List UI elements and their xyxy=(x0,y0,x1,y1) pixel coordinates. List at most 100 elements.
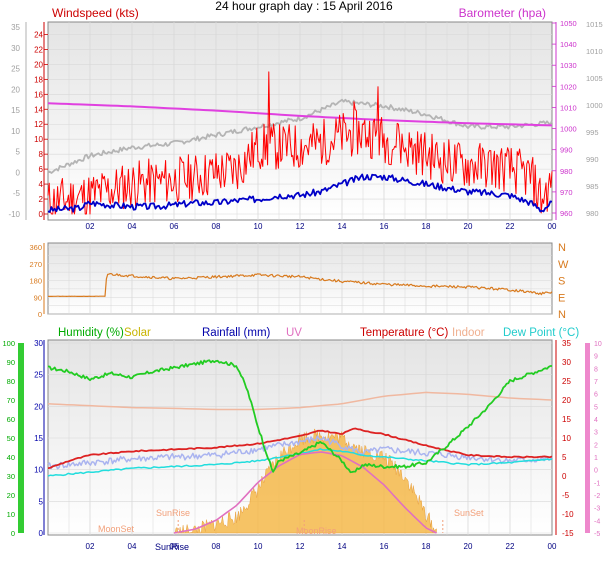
barometer-tick: 1020 xyxy=(560,82,577,91)
uv-tick: -3 xyxy=(594,506,600,513)
indoor-line xyxy=(47,391,553,411)
uv-tick: 4 xyxy=(594,417,598,424)
temp-x-tick: 10 xyxy=(254,542,263,551)
windspeed-tick: 20 xyxy=(34,60,43,69)
annotation-moonset: MoonSet xyxy=(98,524,135,534)
barometer-line xyxy=(47,102,553,127)
legend-temperature: Temperature (°C) xyxy=(360,327,448,339)
grey-axis-tick: 20 xyxy=(11,85,20,94)
windspeed-tick: 22 xyxy=(34,45,43,54)
temp-x-tick: 14 xyxy=(338,542,347,551)
windspeed-tick: 18 xyxy=(34,75,43,84)
compass-label: N xyxy=(558,242,566,254)
grey-axis-tick: 5 xyxy=(16,148,21,157)
uv-tick: 5 xyxy=(594,404,598,411)
legend-uv: UV xyxy=(286,327,302,339)
humidity-tick: 50 xyxy=(7,434,15,443)
humidity-line xyxy=(47,359,552,474)
humidity-tick: 10 xyxy=(7,510,15,519)
barometer-tick: 1050 xyxy=(560,19,577,28)
uv-tick: 0 xyxy=(594,468,598,475)
legend-indoor: Indoor xyxy=(452,327,485,339)
plot-area xyxy=(47,71,553,534)
temperature-tick: 0 xyxy=(562,472,567,481)
grey-axis-tick: 10 xyxy=(11,127,20,136)
temp-x-tick: 08 xyxy=(212,542,221,551)
barometer-tick: 1030 xyxy=(560,61,577,70)
grey-axis-tick: 35 xyxy=(11,23,20,32)
compass-label: S xyxy=(558,276,565,288)
wind-x-tick: 14 xyxy=(338,222,347,231)
annotation-moonrise: MoonRise xyxy=(296,526,337,536)
wind-x-tick: 12 xyxy=(296,222,305,231)
windspeed-tick: 14 xyxy=(34,105,43,114)
uv-tick: -5 xyxy=(594,531,600,538)
uv-tick: 8 xyxy=(594,366,598,373)
wind-x-tick: 22 xyxy=(506,222,515,231)
uv-tick: 6 xyxy=(594,392,598,399)
uv-tick: -1 xyxy=(594,480,600,487)
barometer-tick: 960 xyxy=(560,209,573,218)
outer-right-tick: 995 xyxy=(586,128,599,137)
temp-x-tick: 16 xyxy=(380,542,389,551)
temperature-tick: 10 xyxy=(562,434,571,443)
windspeed-tick: 6 xyxy=(39,165,44,174)
temperature-tick: -5 xyxy=(562,491,570,500)
uv-tick: 10 xyxy=(594,341,602,348)
annotation-sunset: SunSet xyxy=(454,508,484,518)
humidity-tick: 80 xyxy=(7,377,15,386)
direction-tick: 270 xyxy=(29,260,42,269)
temperature-tick: 15 xyxy=(562,415,571,424)
legend-solar: Solar xyxy=(124,327,151,339)
legend-dewpoint: Dew Point (°C) xyxy=(503,327,579,339)
windspeed-tick: 12 xyxy=(34,120,43,129)
windspeed-tick: 16 xyxy=(34,90,43,99)
temperature-tick: 30 xyxy=(562,358,571,367)
direction-tick: 0 xyxy=(38,310,42,319)
uv-tick: 9 xyxy=(594,354,598,361)
humidity-tick: 90 xyxy=(7,358,15,367)
annotation-sunrise: SunRise xyxy=(156,508,190,518)
temperature-tick: 5 xyxy=(562,453,567,462)
page-title: 24 hour graph day : 15 April 2016 xyxy=(215,0,393,13)
humidity-tick: 100 xyxy=(2,339,15,348)
barometer-tick: 1000 xyxy=(560,125,577,134)
legend-rainfall: Rainfall (mm) xyxy=(202,327,271,339)
solar-tick: 0 xyxy=(39,529,44,538)
legend-humidity: Humidity (%) xyxy=(58,327,124,339)
temp-x-tick: 12 xyxy=(296,542,305,551)
wind-average-line xyxy=(47,173,553,213)
solar-tick: 25 xyxy=(34,371,43,380)
temperature-tick: -10 xyxy=(562,510,574,519)
temp-x-tick: 20 xyxy=(464,542,473,551)
grey-axis-tick: 15 xyxy=(11,106,20,115)
grey-axis-tick: 30 xyxy=(11,44,20,53)
humidity-axis-bar xyxy=(18,343,24,533)
temperature-tick: 25 xyxy=(562,377,571,386)
outer-right-tick: 985 xyxy=(586,182,599,191)
temp-x-tick: 06 xyxy=(170,542,179,551)
outer-right-tick: 1005 xyxy=(586,74,603,83)
wind-x-tick: 16 xyxy=(380,222,389,231)
barometer-tick: 1010 xyxy=(560,103,577,112)
windspeed-tick: 4 xyxy=(39,180,44,189)
humidity-tick: 60 xyxy=(7,415,15,424)
humidity-tick: 30 xyxy=(7,472,15,481)
barometer-tick: 1040 xyxy=(560,40,577,49)
wind-x-tick: 18 xyxy=(422,222,431,231)
windspeed-tick: 8 xyxy=(39,150,44,159)
temp-x-tick: 18 xyxy=(422,542,431,551)
outer-right-tick: 1010 xyxy=(586,47,603,56)
uv-axis-bar xyxy=(585,343,590,533)
uv-line xyxy=(173,451,437,534)
humidity-tick: 0 xyxy=(11,529,15,538)
outer-right-tick: 990 xyxy=(586,155,599,164)
outer-right-tick: 1000 xyxy=(586,101,603,110)
temperature-tick: 35 xyxy=(562,339,571,348)
wind-gust-line xyxy=(47,71,553,215)
compass-label: E xyxy=(558,292,565,304)
uv-tick: 2 xyxy=(594,442,598,449)
temp-x-tick: 02 xyxy=(86,542,95,551)
direction-tick: 180 xyxy=(29,277,42,286)
uv-tick: 1 xyxy=(594,455,598,462)
